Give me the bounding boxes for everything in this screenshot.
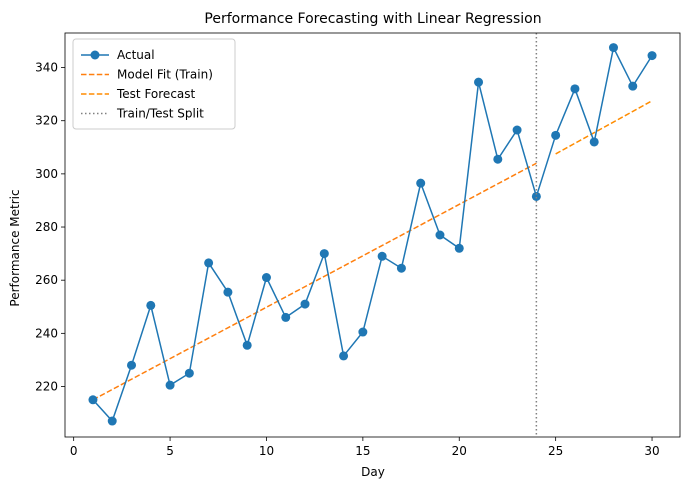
x-tick-label: 15 [355,444,370,458]
x-tick-label: 20 [452,444,467,458]
data-point [608,43,618,53]
data-point [531,191,541,201]
x-tick-label: 0 [70,444,78,458]
legend-label: Train/Test Split [116,107,204,121]
data-point [551,130,561,140]
y-tick-label: 220 [35,380,58,394]
data-point [281,312,291,322]
x-tick-label: 25 [548,444,563,458]
data-point [204,258,214,268]
legend-label: Model Fit (Train) [117,68,213,82]
y-tick-label: 320 [35,114,58,128]
data-point [589,137,599,147]
data-point [242,340,252,350]
data-point [435,230,445,240]
data-point [300,299,310,309]
series-line-2 [555,100,653,155]
data-point [165,380,175,390]
data-point [339,351,349,361]
x-axis-label: Day [361,465,385,479]
legend-label: Test Forecast [116,87,196,101]
data-point [454,243,464,253]
data-point [493,154,503,164]
data-point [628,81,638,91]
legend-box [72,38,236,130]
data-point [570,84,580,94]
data-point [184,368,194,378]
y-tick-label: 260 [35,273,58,287]
legend: Actual Model Fit (Train) Test Forecast Trai… [72,38,236,130]
data-point [127,360,137,370]
data-point [416,178,426,188]
y-axis-label: Performance Metric [8,189,22,306]
data-point [107,416,117,426]
x-tick-label: 10 [259,444,274,458]
series-line-1 [92,162,537,401]
data-point [474,77,484,87]
data-point [146,300,156,310]
legend-marker [90,50,100,60]
axes-frame [64,32,681,438]
y-tick-label: 240 [35,326,58,340]
data-point [377,251,387,261]
data-point [88,395,98,405]
data-point [647,51,657,61]
legend-label: Actual [117,48,155,62]
plot-area: 0 5 10 15 20 25 30 220 240 260 280 300 320 340 [35,32,681,458]
data-point [261,273,271,283]
y-tick-label: 280 [35,220,58,234]
data-point [396,263,406,273]
data-point [358,327,368,337]
data-point [319,249,329,259]
y-tick-label: 300 [35,167,58,181]
data-point [512,125,522,135]
x-tick-label: 30 [644,444,659,458]
y-tick-label: 340 [35,61,58,75]
x-tick-label: 5 [166,444,174,458]
chart-title: Performance Forecasting with Linear Regr… [204,11,541,27]
data-point [223,287,233,297]
